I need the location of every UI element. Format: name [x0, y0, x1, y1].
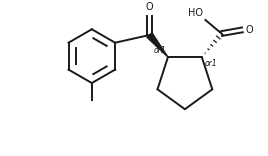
Text: HO: HO [188, 8, 203, 18]
Text: O: O [146, 2, 153, 12]
Text: or1: or1 [153, 46, 166, 55]
Text: or1: or1 [205, 59, 217, 68]
Text: O: O [245, 25, 253, 35]
Polygon shape [147, 33, 168, 57]
